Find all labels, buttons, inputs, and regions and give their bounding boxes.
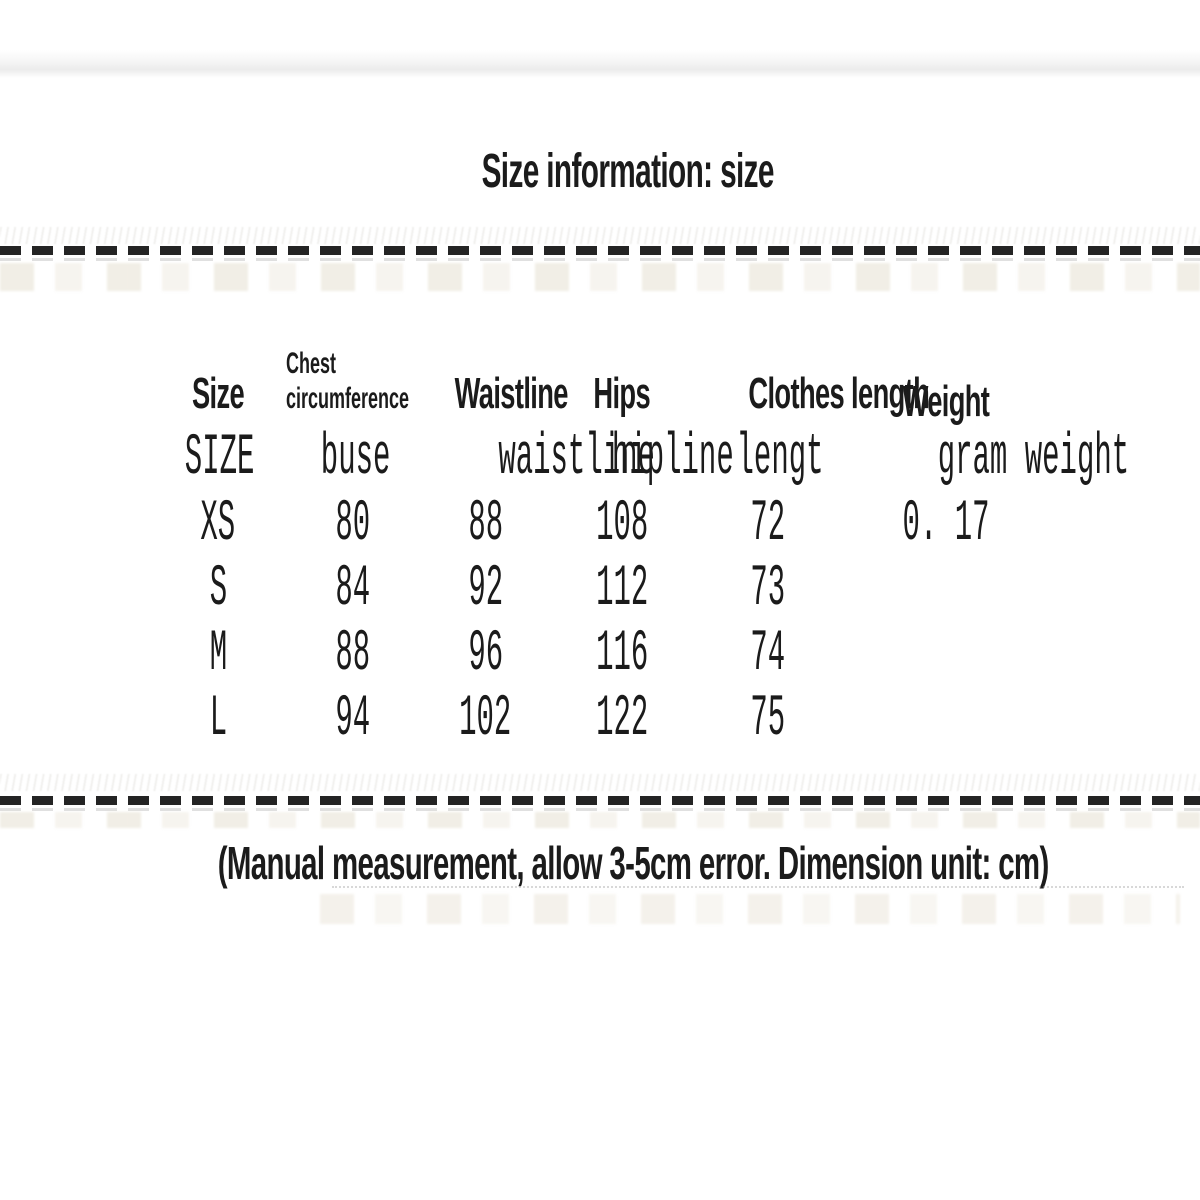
subheader-length: lengt [736,426,824,491]
size-value-cell: M [209,621,227,687]
waist-value-cell: 96 [468,621,503,687]
length-value-cell: 75 [750,686,785,752]
page-title-text: Size information: size [481,145,775,198]
table-row-s: S 84 92 112 73 [150,557,1050,622]
page-title: Size information: size [0,145,1200,199]
table-header-row: Size Chest circumference Waistline Hips … [150,326,1050,426]
column-header-weight: Weight [902,377,990,426]
hip-value-cell: 116 [595,621,649,687]
dashed-divider-top [0,246,1200,255]
size-table: Size Chest circumference Waistline Hips … [150,326,1130,752]
column-header-clothes-length: Clothes length [748,369,930,418]
table-row-xs: XS 80 88 108 72 0. 17 [150,492,1050,557]
bust-value-cell: 94 [335,686,371,752]
table-row-m: M 88 96 116 74 [150,622,1050,687]
noise-hatch-top [0,227,1200,244]
noise-band-under-footnote [320,894,1180,924]
waist-value-cell: 88 [468,491,503,557]
hip-value-cell: 122 [595,686,649,752]
measurement-note-text: (Manual measurement, allow 3-5cm error. … [217,837,1050,889]
weight-value-cell [842,622,1050,687]
dashed-divider-bottom-echo [0,808,1200,811]
table-subheader-row: SIZE buse waistline hipline lengt gram w… [150,426,1130,492]
noise-hatch-bottom [0,774,1200,791]
size-value-cell: S [209,556,227,622]
column-header-waistline: Waistline [454,369,569,418]
subheader-hipline: hipline [611,426,734,491]
subheader-gram-weight: gram weight [937,426,1130,491]
weight-value-cell: 0. 17 [902,491,990,557]
column-header-chest: Chest circumference [286,347,410,415]
waist-value-cell: 102 [459,686,512,752]
length-value-cell: 73 [750,556,785,622]
column-header-hips: Hips [593,369,651,418]
weight-value-cell [842,687,1050,752]
top-faint-band [0,50,1200,78]
length-value-cell: 74 [750,621,785,687]
length-value-cell: 72 [750,491,785,557]
noise-band-bottom [0,812,1200,828]
hip-value-cell: 108 [595,491,649,557]
table-row-l: L 94 102 122 75 [150,687,1050,752]
bust-value-cell: 88 [335,621,371,687]
noise-band-top [0,263,1200,291]
bust-value-cell: 80 [335,491,371,557]
footnote-ghost-artifact [332,886,1184,888]
hip-value-cell: 112 [595,556,649,622]
size-value-cell: XS [200,491,236,557]
column-header-size: Size [191,369,245,418]
size-value-cell: L [209,686,227,752]
subheader-bust: buse [320,426,391,491]
weight-value-cell [842,557,1050,622]
subheader-size: SIZE [184,426,255,491]
subheader-waistline: waistline [498,426,655,491]
dashed-divider-bottom [0,796,1200,805]
bust-value-cell: 84 [335,556,371,622]
waist-value-cell: 92 [468,556,503,622]
measurement-note: (Manual measurement, allow 3-5cm error. … [0,838,1200,889]
dashed-divider-top-echo [0,258,1200,261]
